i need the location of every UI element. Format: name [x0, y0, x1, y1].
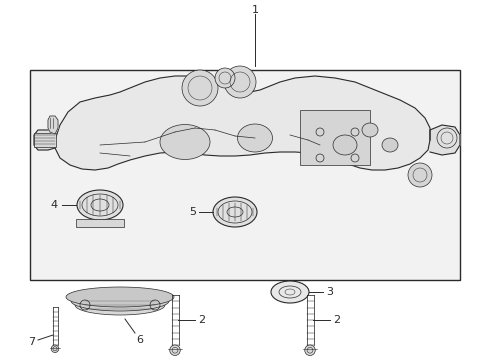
Polygon shape — [430, 125, 460, 155]
Bar — [34, 133, 56, 147]
Circle shape — [51, 345, 59, 352]
Circle shape — [224, 66, 256, 98]
Ellipse shape — [271, 281, 309, 303]
Text: 5: 5 — [189, 207, 196, 217]
Circle shape — [170, 345, 180, 356]
Ellipse shape — [160, 125, 210, 159]
Text: 3: 3 — [326, 287, 333, 297]
Circle shape — [182, 70, 218, 106]
Ellipse shape — [75, 295, 165, 315]
Ellipse shape — [238, 124, 272, 152]
Bar — [300, 110, 370, 165]
Ellipse shape — [71, 291, 169, 311]
Ellipse shape — [382, 138, 398, 152]
Text: 2: 2 — [198, 315, 205, 325]
Polygon shape — [55, 76, 430, 170]
Ellipse shape — [333, 135, 357, 155]
Polygon shape — [34, 130, 55, 150]
Circle shape — [215, 68, 235, 88]
Text: 7: 7 — [28, 337, 35, 347]
Bar — [76, 219, 124, 227]
Polygon shape — [48, 116, 58, 134]
Circle shape — [305, 345, 315, 356]
Ellipse shape — [213, 197, 257, 227]
Text: 4: 4 — [51, 200, 58, 210]
Text: 1: 1 — [251, 5, 259, 15]
Text: 2: 2 — [333, 315, 340, 325]
Bar — [30, 70, 460, 280]
Text: 6: 6 — [136, 335, 143, 345]
Ellipse shape — [362, 123, 378, 137]
Circle shape — [408, 163, 432, 187]
Ellipse shape — [66, 287, 174, 307]
Ellipse shape — [77, 190, 123, 220]
